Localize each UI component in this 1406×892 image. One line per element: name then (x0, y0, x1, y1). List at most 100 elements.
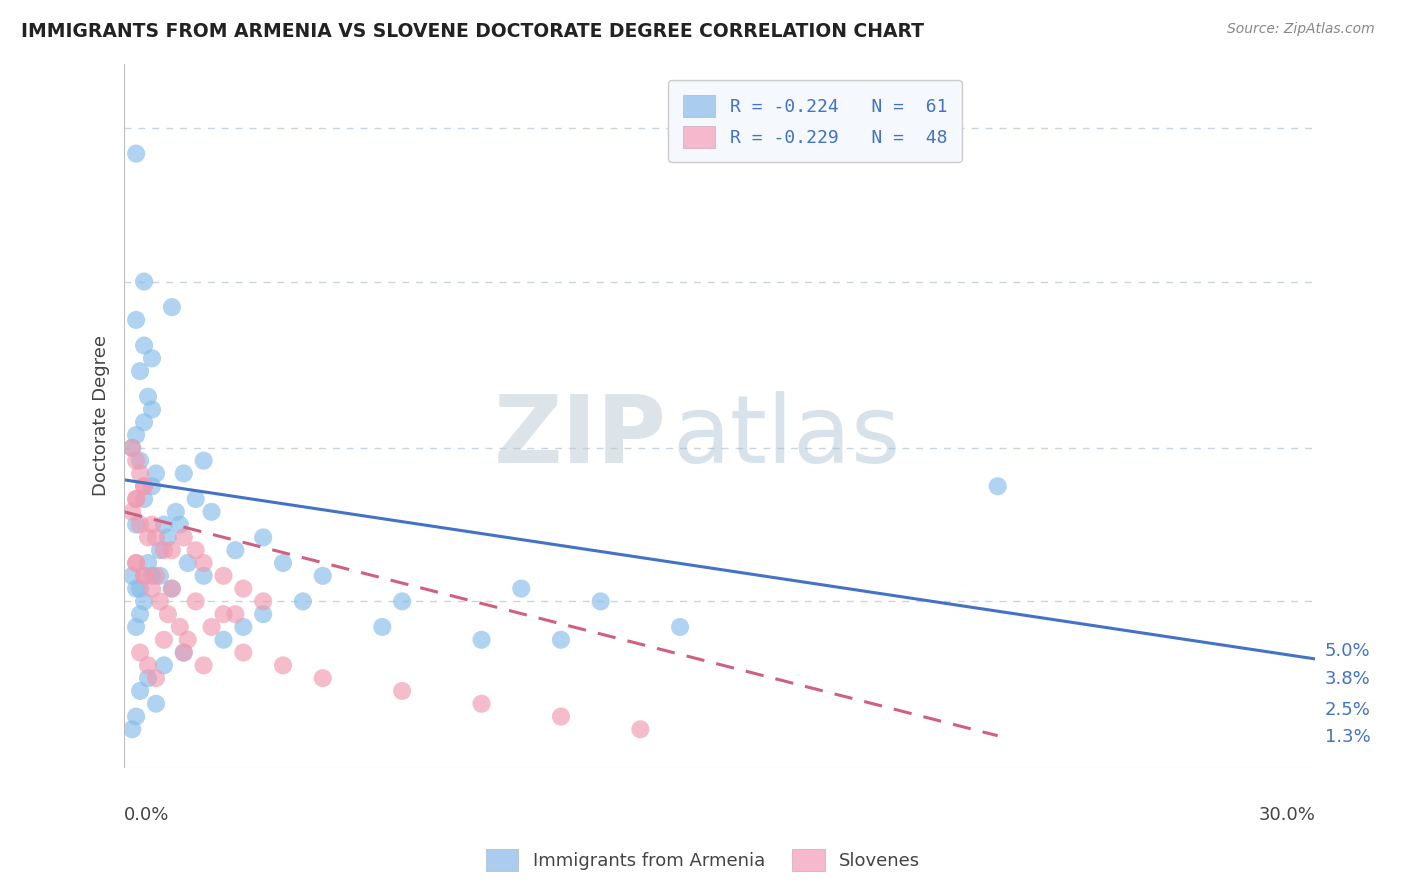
Point (232, 646, 254, 660)
Point (193, 556, 215, 570)
Point (129, 453, 152, 467)
Point (141, 351, 163, 366)
Point (136, 530, 159, 544)
Y-axis label: Doctorate Degree: Doctorate Degree (93, 335, 110, 496)
Point (149, 543, 172, 558)
Point (145, 530, 167, 544)
Point (312, 569, 335, 583)
Point (252, 607, 274, 622)
Point (129, 582, 152, 596)
Point (141, 402, 163, 417)
Point (193, 569, 215, 583)
Point (136, 658, 159, 673)
Point (141, 569, 163, 583)
Legend: Immigrants from Armenia, Slovenes: Immigrants from Armenia, Slovenes (478, 842, 928, 879)
Point (129, 467, 152, 481)
Point (129, 646, 152, 660)
Point (125, 491, 148, 506)
Point (121, 441, 143, 455)
Point (145, 671, 167, 685)
Point (173, 646, 195, 660)
Point (153, 632, 176, 647)
Point (173, 467, 195, 481)
Point (510, 582, 533, 596)
Point (125, 491, 148, 506)
Point (136, 390, 159, 404)
Point (125, 556, 148, 570)
Text: 1.3%: 1.3% (1324, 729, 1371, 747)
Point (145, 569, 167, 583)
Point (173, 530, 195, 544)
Point (153, 658, 176, 673)
Legend: R = -0.224   N =  61, R = -0.229   N =  48: R = -0.224 N = 61, R = -0.229 N = 48 (668, 80, 962, 162)
Point (121, 723, 143, 737)
Point (550, 632, 572, 647)
Point (212, 632, 235, 647)
Text: IMMIGRANTS FROM ARMENIA VS SLOVENE DOCTORATE DEGREE CORRELATION CHART: IMMIGRANTS FROM ARMENIA VS SLOVENE DOCTO… (21, 22, 924, 41)
Point (160, 582, 183, 596)
Point (125, 556, 148, 570)
Point (141, 479, 163, 493)
Point (160, 300, 183, 314)
Point (121, 441, 143, 455)
Point (224, 607, 246, 622)
Text: 30.0%: 30.0% (1258, 806, 1316, 824)
Point (145, 697, 167, 711)
Point (173, 646, 195, 660)
Point (169, 620, 191, 634)
Point (589, 594, 612, 608)
Point (669, 620, 692, 634)
Point (125, 428, 148, 442)
Point (371, 620, 394, 634)
Point (184, 594, 207, 608)
Point (160, 543, 183, 558)
Point (212, 569, 235, 583)
Point (184, 543, 207, 558)
Point (125, 146, 148, 161)
Point (224, 543, 246, 558)
Point (125, 582, 148, 596)
Point (125, 313, 148, 327)
Point (136, 556, 159, 570)
Point (125, 517, 148, 532)
Point (132, 479, 155, 493)
Point (156, 607, 179, 622)
Point (160, 582, 183, 596)
Point (132, 594, 155, 608)
Point (132, 338, 155, 352)
Point (232, 582, 254, 596)
Point (987, 479, 1010, 493)
Text: ZIP: ZIP (494, 391, 666, 483)
Point (132, 491, 155, 506)
Point (153, 543, 176, 558)
Point (132, 275, 155, 289)
Point (271, 658, 294, 673)
Point (156, 530, 179, 544)
Point (169, 517, 191, 532)
Point (291, 594, 314, 608)
Text: 0.0%: 0.0% (124, 806, 170, 824)
Point (271, 556, 294, 570)
Point (129, 364, 152, 378)
Point (200, 620, 222, 634)
Point (129, 607, 152, 622)
Point (212, 607, 235, 622)
Point (121, 569, 143, 583)
Text: 2.5%: 2.5% (1324, 700, 1371, 719)
Point (153, 517, 176, 532)
Point (193, 658, 215, 673)
Point (136, 671, 159, 685)
Point (149, 594, 172, 608)
Point (141, 517, 163, 532)
Text: 3.8%: 3.8% (1324, 670, 1371, 689)
Point (177, 632, 200, 647)
Point (470, 697, 492, 711)
Point (149, 569, 172, 583)
Point (125, 453, 148, 467)
Point (165, 505, 187, 519)
Point (141, 582, 163, 596)
Point (132, 415, 155, 429)
Point (628, 723, 651, 737)
Point (121, 505, 143, 519)
Text: Source: ZipAtlas.com: Source: ZipAtlas.com (1227, 22, 1375, 37)
